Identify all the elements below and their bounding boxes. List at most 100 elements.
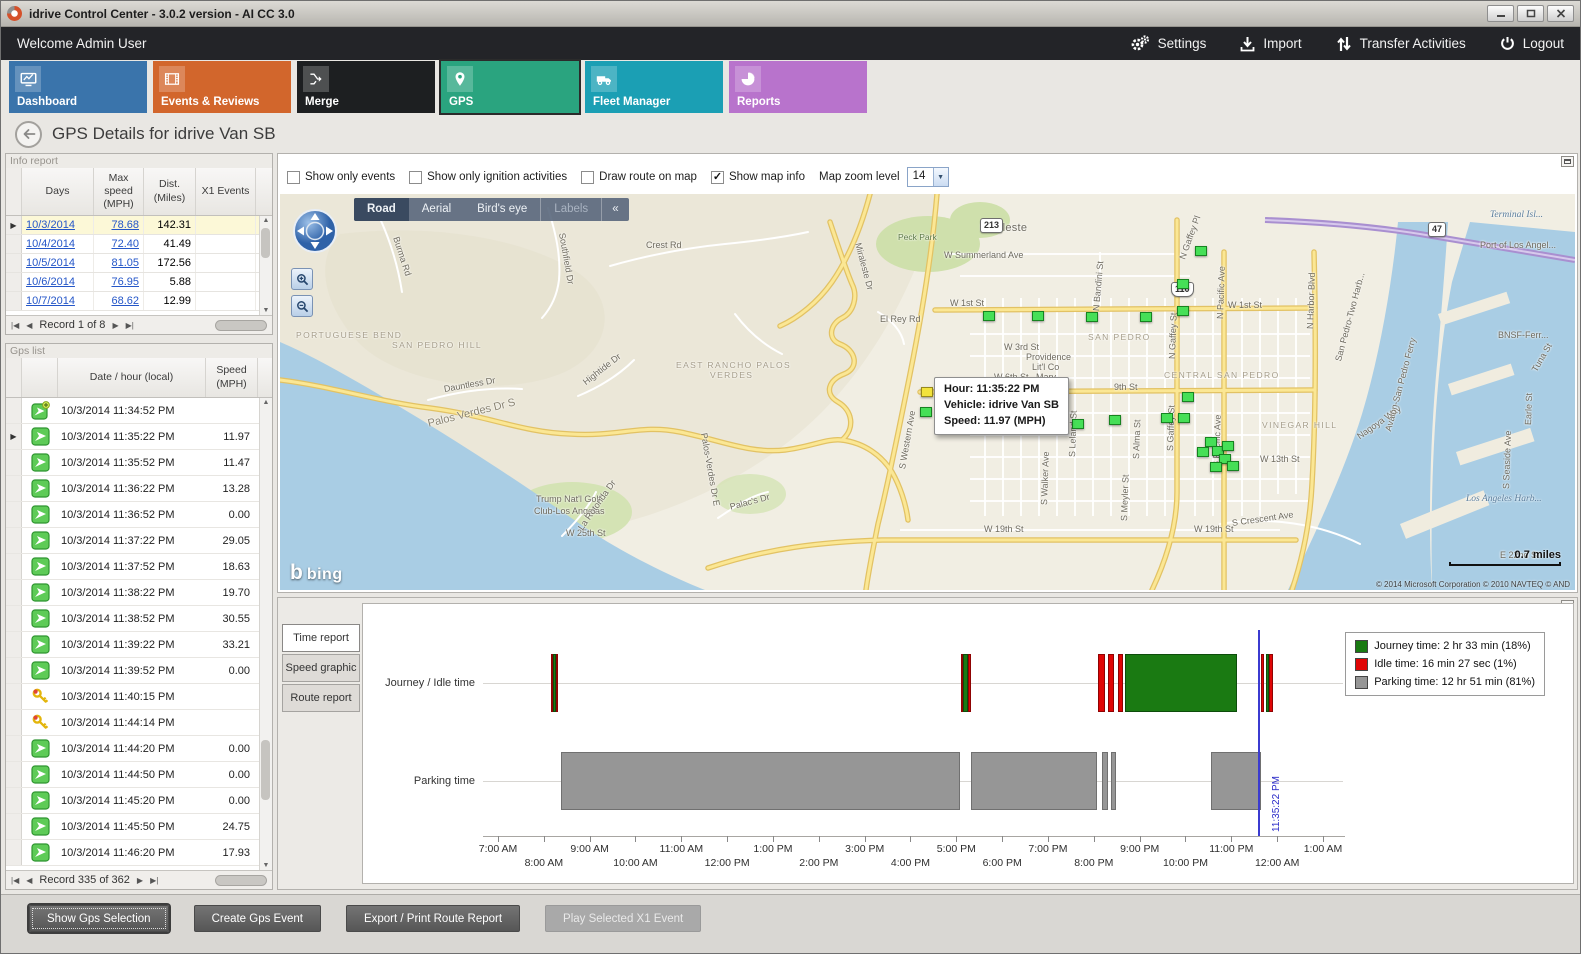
scroll-up-icon[interactable]: ▲ bbox=[262, 217, 270, 224]
footer-create-gps-event[interactable]: Create Gps Event bbox=[193, 905, 321, 932]
info-row[interactable]: 10/5/2014 81.05 172.56 bbox=[6, 254, 272, 273]
gps-marker[interactable] bbox=[1177, 279, 1189, 289]
map-zoom-in-button[interactable] bbox=[291, 268, 313, 290]
max-speed-link[interactable]: 72.40 bbox=[94, 235, 144, 253]
gps-vertical-scrollbar[interactable]: ▲ ▼ bbox=[259, 398, 272, 870]
footer-show-gps-selection[interactable]: Show Gps Selection bbox=[29, 905, 169, 932]
gps-marker[interactable] bbox=[1177, 306, 1189, 316]
gps-row[interactable]: 10/3/2014 11:36:52 PM 0.00 bbox=[6, 502, 272, 528]
action-transfer[interactable]: Transfer Activities bbox=[1336, 36, 1466, 52]
day-link[interactable]: 10/6/2014 bbox=[22, 273, 94, 291]
max-speed-link[interactable]: 78.68 bbox=[94, 216, 144, 234]
day-link[interactable]: 10/5/2014 bbox=[22, 254, 94, 272]
gps-marker[interactable] bbox=[1227, 461, 1239, 471]
gps-row[interactable]: 10/3/2014 11:45:20 PM 0.00 bbox=[6, 788, 272, 814]
selected-gps-marker[interactable] bbox=[921, 387, 933, 397]
scroll-down-icon[interactable]: ▼ bbox=[262, 862, 270, 869]
gps-row[interactable]: ▶ 10/3/2014 11:35:22 PM 11.97 bbox=[6, 424, 272, 450]
gps-row[interactable]: 10/3/2014 11:37:22 PM 29.05 bbox=[6, 528, 272, 554]
tab-route-report[interactable]: Route report bbox=[282, 684, 360, 712]
gps-row[interactable]: 10/3/2014 11:35:52 PM 11.47 bbox=[6, 450, 272, 476]
scrollbar-thumb[interactable] bbox=[261, 740, 270, 800]
nav-tile-merge[interactable]: Merge bbox=[297, 61, 435, 113]
gps-row[interactable]: 10/3/2014 11:45:50 PM 24.75 bbox=[6, 814, 272, 840]
gps-row[interactable]: 10/3/2014 11:37:52 PM 18.63 bbox=[6, 554, 272, 580]
map-tab-labels[interactable]: Labels bbox=[540, 198, 601, 221]
next-page-icon[interactable]: ▶ bbox=[112, 320, 119, 330]
next-page-icon[interactable]: ▶ bbox=[136, 875, 144, 885]
gps-marker[interactable] bbox=[1182, 392, 1194, 402]
back-button[interactable] bbox=[15, 120, 42, 148]
gps-row[interactable]: 10/3/2014 11:36:22 PM 13.28 bbox=[6, 476, 272, 502]
gps-row[interactable]: 10/3/2014 11:34:52 PM bbox=[6, 398, 272, 424]
day-link[interactable]: 10/7/2014 bbox=[22, 292, 94, 310]
map-pan-compass[interactable] bbox=[292, 208, 338, 259]
day-link[interactable]: 10/3/2014 bbox=[22, 216, 94, 234]
map-zoom-out-button[interactable] bbox=[291, 295, 313, 317]
gps-marker[interactable] bbox=[1212, 446, 1224, 456]
tab-time-report[interactable]: Time report bbox=[282, 624, 360, 652]
prev-page-icon[interactable]: ◀ bbox=[26, 320, 33, 330]
last-page-icon[interactable]: ▶| bbox=[150, 875, 159, 885]
day-link[interactable]: 10/4/2014 bbox=[22, 235, 94, 253]
horizontal-scrollbar-thumb[interactable] bbox=[215, 319, 267, 331]
footer-export-print-route-report[interactable]: Export / Print Route Report bbox=[345, 905, 521, 932]
tab-speed-graphic[interactable]: Speed graphic bbox=[282, 654, 360, 682]
window-maximize-button[interactable] bbox=[1517, 5, 1544, 22]
window-minimize-button[interactable] bbox=[1487, 5, 1514, 22]
gps-row[interactable]: 10/3/2014 11:44:20 PM 0.00 bbox=[6, 736, 272, 762]
gps-marker[interactable] bbox=[1109, 415, 1121, 425]
info-row[interactable]: 10/4/2014 72.40 41.49 bbox=[6, 235, 272, 254]
gps-marker[interactable] bbox=[1072, 419, 1084, 429]
nav-tile-events[interactable]: Events & Reviews bbox=[153, 61, 291, 113]
action-settings[interactable]: Settings bbox=[1130, 35, 1206, 52]
nav-tile-gps[interactable]: GPS bbox=[441, 61, 579, 113]
map-tab-road[interactable]: Road bbox=[354, 198, 409, 221]
gps-marker[interactable] bbox=[1161, 413, 1173, 423]
gps-marker[interactable] bbox=[1086, 312, 1098, 322]
gps-marker[interactable] bbox=[1205, 437, 1217, 447]
gps-row[interactable]: 10/3/2014 11:46:20 PM 17.93 bbox=[6, 840, 272, 866]
window-close-button[interactable] bbox=[1547, 5, 1574, 22]
gps-marker[interactable] bbox=[1032, 311, 1044, 321]
nav-tile-dashboard[interactable]: Dashboard bbox=[9, 61, 147, 113]
gps-row[interactable]: 10/3/2014 11:44:14 PM bbox=[6, 710, 272, 736]
first-page-icon[interactable]: |◀ bbox=[11, 875, 20, 885]
gps-row[interactable]: 10/3/2014 11:40:15 PM bbox=[6, 684, 272, 710]
gps-row[interactable]: 10/3/2014 11:38:52 PM 30.55 bbox=[6, 606, 272, 632]
map[interactable]: Road Aerial Bird's eye Labels « Miraleste Pec… bbox=[280, 194, 1575, 590]
map-tab-bird-s-eye[interactable]: Bird's eye bbox=[477, 203, 528, 215]
action-logout[interactable]: Logout bbox=[1500, 36, 1564, 51]
max-speed-link[interactable]: 68.62 bbox=[94, 292, 144, 310]
gps-marker[interactable] bbox=[1222, 441, 1234, 451]
scroll-down-icon[interactable]: ▼ bbox=[262, 307, 270, 314]
max-speed-link[interactable]: 76.95 bbox=[94, 273, 144, 291]
gps-marker[interactable] bbox=[1195, 246, 1207, 256]
nav-tile-fleet[interactable]: Fleet Manager bbox=[585, 61, 723, 113]
prev-page-icon[interactable]: ◀ bbox=[26, 875, 33, 885]
gps-row[interactable]: 10/3/2014 11:44:50 PM 0.00 bbox=[6, 762, 272, 788]
checkbox-draw-route-on-map[interactable]: Draw route on map bbox=[581, 170, 697, 184]
chart-cursor[interactable] bbox=[1258, 630, 1261, 836]
info-row[interactable]: ▶ 10/3/2014 78.68 142.31 bbox=[6, 216, 272, 235]
map-panel-collapse-button[interactable] bbox=[1561, 156, 1574, 167]
map-tabs-collapse-icon[interactable]: « bbox=[601, 198, 628, 221]
info-row[interactable]: 10/6/2014 76.95 5.88 bbox=[6, 273, 272, 292]
gps-marker[interactable] bbox=[1197, 447, 1209, 457]
map-tab-aerial[interactable]: Aerial bbox=[421, 203, 452, 215]
first-page-icon[interactable]: |◀ bbox=[11, 320, 20, 330]
gps-marker[interactable] bbox=[1210, 462, 1222, 472]
scroll-up-icon[interactable]: ▲ bbox=[262, 399, 270, 406]
last-page-icon[interactable]: ▶| bbox=[125, 320, 134, 330]
nav-tile-reports[interactable]: Reports bbox=[729, 61, 867, 113]
gps-marker[interactable] bbox=[983, 311, 995, 321]
gps-marker[interactable] bbox=[1219, 454, 1231, 464]
gps-row[interactable]: 10/3/2014 11:39:22 PM 33.21 bbox=[6, 632, 272, 658]
horizontal-scrollbar-thumb[interactable] bbox=[215, 874, 267, 886]
info-row[interactable]: 10/7/2014 68.62 12.99 bbox=[6, 292, 272, 311]
bing-logo[interactable]: b bing bbox=[290, 561, 343, 584]
gps-marker[interactable] bbox=[1140, 312, 1152, 322]
gps-marker[interactable] bbox=[1178, 413, 1190, 423]
map-zoom-select[interactable]: 14 ▼ bbox=[906, 167, 949, 187]
checkbox-show-only-events[interactable]: Show only events bbox=[287, 170, 395, 184]
